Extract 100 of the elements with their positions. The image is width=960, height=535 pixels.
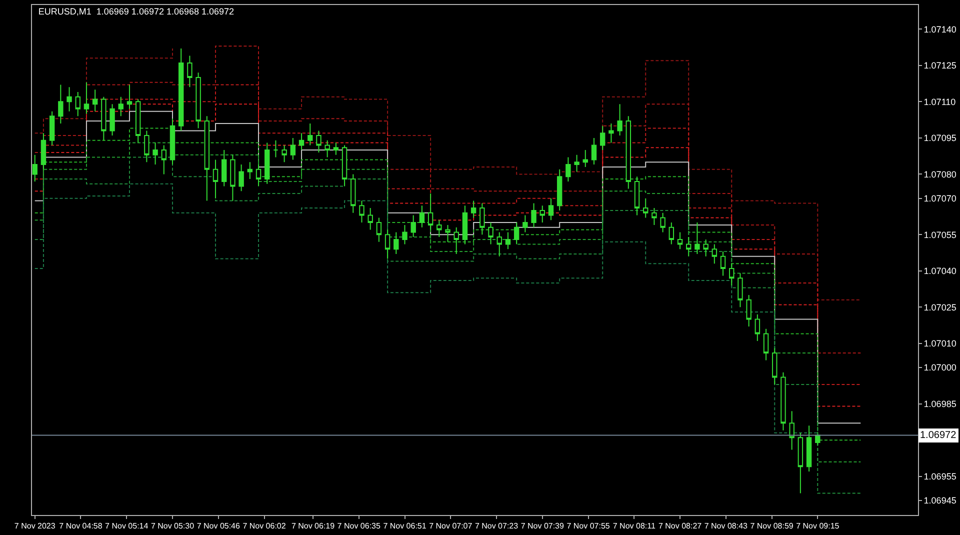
candlestick [368, 208, 373, 230]
candlestick [746, 294, 752, 327]
candlestick [531, 202, 536, 228]
chart-title: EURUSD,M1 1.06969 1.06972 1.06968 1.06972 [38, 6, 234, 16]
candlestick [582, 150, 588, 168]
candlestick [462, 205, 468, 245]
y-tick-label: 1.07110 [924, 96, 956, 107]
candlestick [222, 150, 227, 187]
candlestick [273, 140, 278, 158]
candlestick [178, 48, 184, 132]
candlestick [384, 229, 390, 260]
candlestick [376, 217, 382, 242]
candlestick [488, 222, 494, 245]
candlestick [643, 198, 648, 218]
candlestick [282, 144, 287, 163]
candlestick [170, 118, 176, 166]
candlestick [480, 202, 485, 236]
candlestick [694, 222, 700, 254]
candlestick [626, 116, 632, 190]
candlestick [84, 82, 90, 114]
candlestick [419, 205, 425, 228]
candlestick [32, 154, 38, 182]
candlestick [496, 232, 502, 257]
candlestick [230, 154, 236, 202]
x-tick-label: 7 Nov 06:02 [242, 522, 286, 531]
candlestick [720, 251, 726, 276]
x-tick-label: 7 Nov 07:07 [429, 522, 473, 531]
y-tick-label: 1.06945 [924, 496, 956, 506]
candlestick [298, 132, 304, 151]
candlestick [110, 104, 115, 136]
y-tick-label: 1.07000 [924, 362, 956, 373]
candlestick [238, 164, 244, 192]
candlestick [608, 122, 614, 144]
x-tick-label: 7 Nov 08:11 [612, 522, 656, 531]
candlestick [436, 220, 442, 238]
y-tick-label: 1.07025 [924, 302, 956, 312]
x-tick-label: 7 Nov 09:15 [796, 522, 840, 531]
candlestick [556, 168, 562, 211]
candlestick [308, 122, 313, 146]
candlestick [686, 236, 692, 257]
candlestick [729, 263, 734, 286]
candlestick [738, 272, 743, 308]
candlestick [316, 130, 322, 153]
candlestick [333, 142, 339, 156]
ref-line-label: 1.06972 [920, 430, 957, 441]
candlestick [92, 89, 98, 112]
candlestick [402, 224, 408, 245]
candlestick [196, 72, 201, 129]
candlestick [66, 86, 72, 112]
candlestick [634, 176, 640, 216]
y-tick-label: 1.06985 [924, 398, 956, 409]
candlestick [668, 222, 674, 245]
candlestick [118, 96, 124, 117]
candlestick [772, 348, 778, 385]
candlestick [591, 137, 597, 166]
candlestick [505, 232, 511, 250]
candlestick [264, 142, 270, 184]
candlestick [290, 137, 296, 160]
candlestick [754, 314, 760, 342]
x-tick-label: 7 Nov 05:46 [196, 522, 240, 531]
y-tick-label: 1.07055 [924, 230, 956, 240]
candlestick [522, 214, 528, 233]
x-tick-label: 7 Nov 2023 [14, 522, 56, 531]
candlestick [394, 232, 399, 254]
candlestick [342, 144, 348, 187]
candlestick [652, 208, 657, 226]
y-tick-label: 1.07080 [924, 169, 956, 180]
candlestick [135, 98, 141, 144]
y-tick-label: 1.06955 [924, 471, 956, 482]
candlestick [350, 174, 356, 214]
y-tick-label: 1.07140 [924, 24, 956, 34]
y-tick-label: 1.07125 [924, 60, 956, 71]
candlestick [256, 164, 262, 187]
candlestick [703, 238, 708, 257]
candlestick [780, 372, 786, 431]
x-tick-label: 7 Nov 06:51 [383, 522, 427, 531]
x-tick-label: 7 Nov 06:19 [291, 522, 336, 531]
x-tick-label: 7 Nov 07:23 [474, 522, 519, 531]
x-tick-label: 7 Nov 05:14 [105, 522, 149, 531]
candlestick [677, 232, 683, 250]
candlestick [204, 116, 210, 202]
candlestick [548, 198, 554, 221]
candlestick [161, 144, 166, 175]
candlestick [187, 55, 192, 88]
candlestick [247, 162, 253, 180]
x-tick-label: 7 Nov 07:55 [566, 522, 610, 531]
candlestick [324, 140, 330, 158]
candlestick [152, 142, 158, 166]
candlestick [763, 328, 769, 361]
y-tick-label: 1.07040 [924, 266, 956, 276]
x-tick-label: 7 Nov 07:39 [520, 522, 564, 531]
candlestick [212, 159, 218, 199]
candlestick [126, 84, 132, 110]
candlestick [40, 132, 46, 170]
candlestick [815, 434, 820, 446]
y-tick-label: 1.07070 [924, 194, 956, 204]
candlestick [58, 84, 64, 124]
y-tick-label: 1.07095 [924, 133, 956, 144]
candlestick [75, 92, 80, 117]
candlestick [101, 96, 106, 141]
